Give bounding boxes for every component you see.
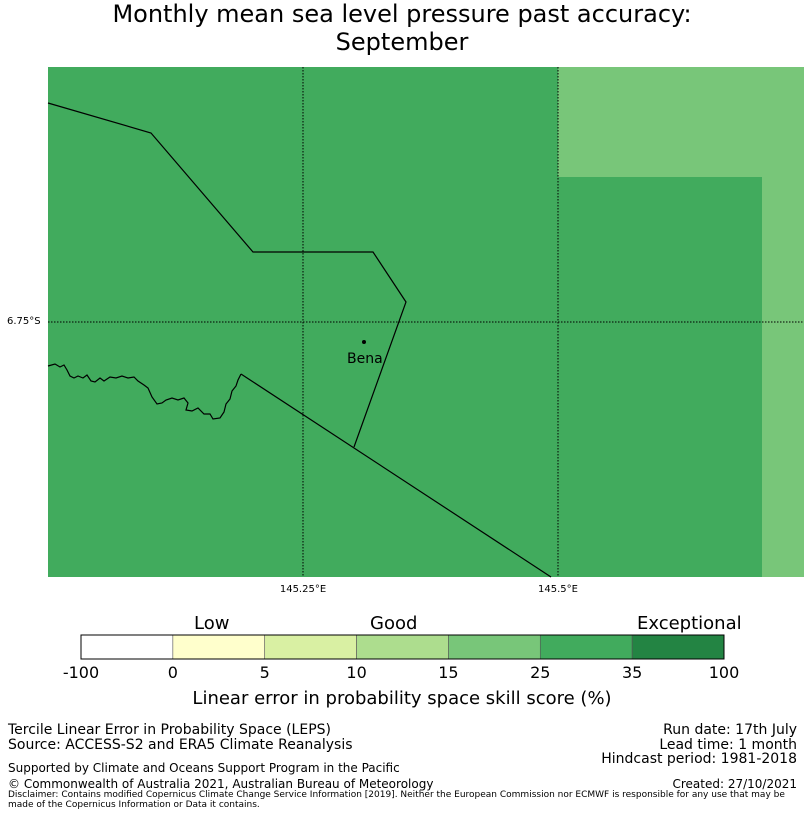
colorbar-segment (80, 634, 174, 660)
skill-cell-top-right (558, 67, 804, 177)
river-boundary (47, 363, 242, 420)
footer-support: Supported by Climate and Oceans Support … (8, 761, 400, 775)
footer-lead-time: Lead time: 1 month (659, 737, 797, 753)
colorbar-segment (539, 634, 633, 660)
town-label-bena: Bena (347, 351, 383, 367)
colorbar-tick-label: 25 (530, 663, 551, 682)
chart-title: Monthly mean sea level pressure past acc… (0, 0, 804, 56)
footer-copyright: © Commonwealth of Australia 2021, Austra… (8, 777, 434, 791)
colorbar-segment (264, 634, 357, 660)
title-line-1: Monthly mean sea level pressure past acc… (112, 0, 692, 28)
colorbar-tick-label: 35 (621, 663, 643, 682)
footer-hindcast: Hindcast period: 1981-2018 (601, 751, 797, 767)
lat-tick-label: 6.75°S (7, 316, 41, 327)
town-marker-bena (362, 340, 366, 344)
category-good: Good (370, 613, 418, 634)
colorbar-segment (356, 634, 449, 660)
lon-tick-label-1: 145.25°E (279, 584, 327, 595)
map-panel (47, 67, 804, 578)
colorbar-tick-label: 15 (438, 663, 459, 682)
colorbar-tick-label: -100 (62, 663, 100, 682)
footer-method: Tercile Linear Error in Probability Spac… (8, 722, 331, 738)
skill-cell-right-strip (762, 177, 804, 577)
footer-source: Source: ACCESS-S2 and ERA5 Climate Reana… (8, 737, 353, 753)
colorbar-segment (172, 634, 266, 660)
colorbar-tick-label: 0 (167, 663, 178, 682)
colorbar-tick-label: 5 (259, 663, 270, 682)
colorbar-tick-label: 100 (708, 663, 740, 682)
province-boundary-south (240, 373, 552, 578)
colorbar-outline (80, 634, 725, 660)
category-low: Low (194, 613, 230, 634)
colorbar (80, 634, 725, 660)
category-exceptional: Exceptional (637, 613, 742, 634)
colorbar-segment (631, 634, 725, 660)
lon-tick-label-2: 145.5°E (538, 584, 578, 595)
colorbar-segment (448, 634, 541, 660)
footer-created: Created: 27/10/2021 (672, 777, 797, 791)
footer-disclaimer: Disclaimer: Contains modified Copernicus… (8, 790, 785, 810)
footer-run-date: Run date: 17th July (663, 722, 797, 738)
title-line-2: September (335, 28, 469, 56)
colorbar-label: Linear error in probability space skill … (192, 688, 612, 709)
province-boundary-north (47, 102, 407, 448)
colorbar-tick-label: 10 (346, 663, 367, 682)
